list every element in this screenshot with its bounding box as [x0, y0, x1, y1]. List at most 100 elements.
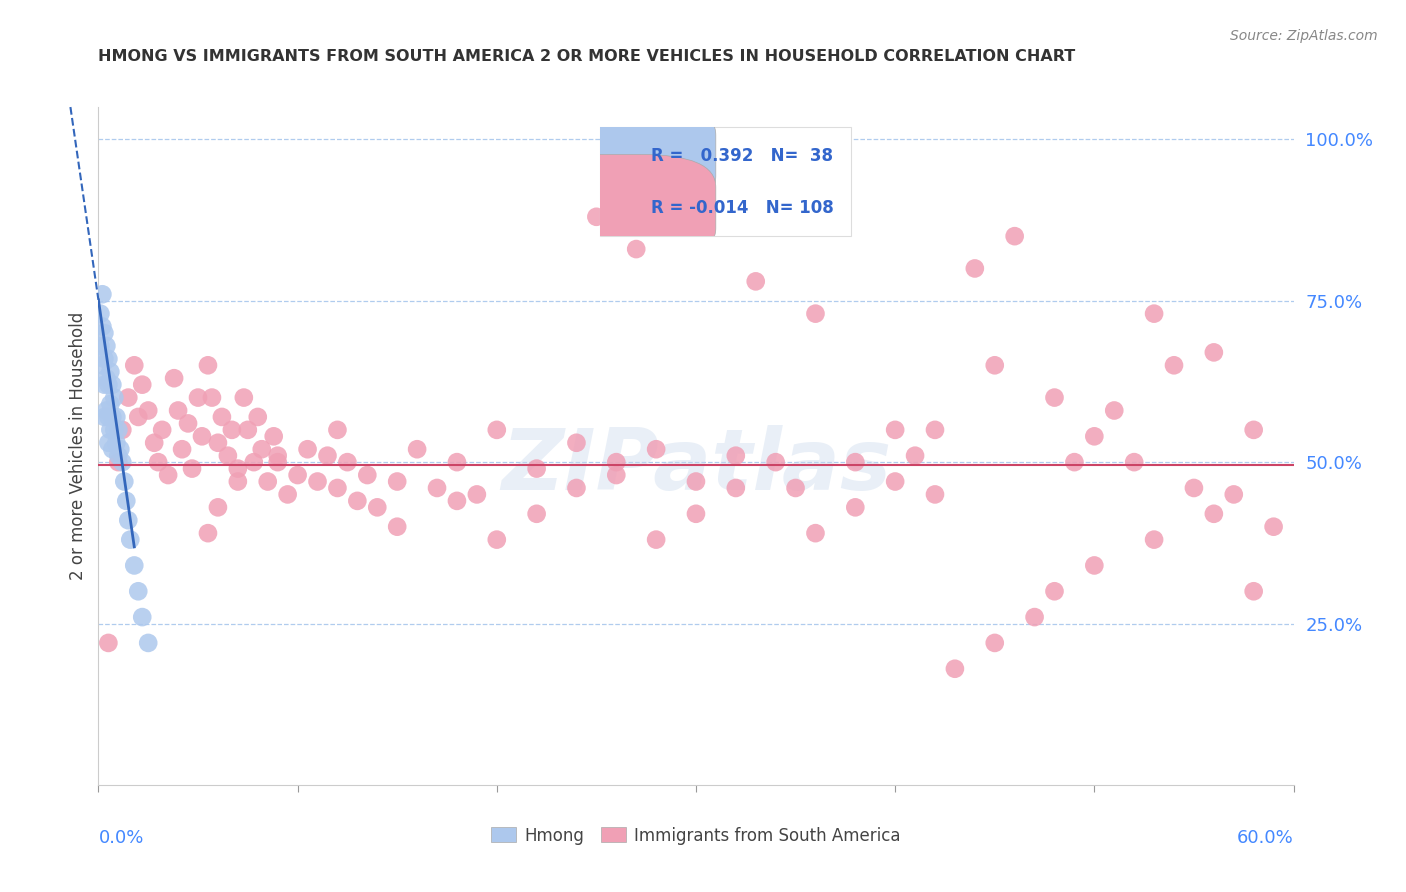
Point	[1063, 455, 1085, 469]
Point	[605, 468, 627, 483]
Point	[101, 409, 124, 424]
Point	[924, 487, 946, 501]
Point	[1202, 345, 1225, 359]
Point	[105, 409, 128, 424]
Point	[346, 494, 368, 508]
Point	[101, 377, 124, 392]
Text: 60.0%: 60.0%	[1237, 829, 1294, 847]
Point	[256, 475, 278, 489]
Point	[97, 377, 120, 392]
Text: 0.0%: 0.0%	[98, 829, 143, 847]
Point	[127, 584, 149, 599]
Legend: Hmong, Immigrants from South America: Hmong, Immigrants from South America	[485, 820, 907, 851]
Point	[98, 397, 122, 411]
Point	[93, 409, 115, 424]
Point	[221, 423, 243, 437]
Point	[124, 359, 146, 373]
Point	[267, 455, 290, 469]
Point	[101, 442, 124, 457]
Point	[236, 423, 259, 437]
Point	[163, 371, 186, 385]
Point	[150, 423, 173, 437]
Point	[115, 494, 138, 508]
Point	[724, 449, 747, 463]
Point	[984, 636, 1007, 650]
Point	[97, 636, 120, 650]
Point	[110, 442, 132, 457]
Point	[526, 461, 548, 475]
Point	[307, 475, 329, 489]
Point	[111, 423, 134, 437]
Point	[136, 636, 159, 650]
Point	[187, 391, 209, 405]
Point	[136, 403, 159, 417]
Point	[217, 449, 239, 463]
Point	[1024, 610, 1046, 624]
Point	[485, 533, 508, 547]
Point	[91, 359, 114, 373]
Point	[605, 455, 627, 469]
Point	[167, 403, 190, 417]
Point	[287, 468, 309, 483]
Point	[117, 513, 139, 527]
Point	[277, 487, 299, 501]
Point	[177, 417, 200, 431]
Point	[93, 326, 115, 340]
Point	[250, 442, 273, 457]
Point	[446, 494, 468, 508]
Point	[785, 481, 807, 495]
Point	[385, 475, 409, 489]
Point	[1143, 533, 1166, 547]
Point	[804, 526, 827, 541]
Point	[103, 391, 125, 405]
Point	[1302, 552, 1324, 566]
Point	[98, 365, 122, 379]
Point	[98, 423, 122, 437]
Point	[844, 455, 866, 469]
Point	[844, 500, 866, 515]
Point	[326, 481, 349, 495]
Point	[406, 442, 429, 457]
Point	[93, 377, 115, 392]
Point	[626, 242, 648, 256]
Point	[243, 455, 266, 469]
Point	[884, 423, 907, 437]
Point	[172, 442, 194, 457]
Point	[565, 481, 588, 495]
Point	[485, 423, 508, 437]
Point	[111, 455, 134, 469]
Point	[1163, 359, 1185, 373]
Point	[984, 359, 1007, 373]
Point	[97, 351, 120, 366]
Point	[884, 475, 907, 489]
Point	[197, 526, 219, 541]
Point	[385, 519, 409, 533]
Point	[120, 533, 142, 547]
Point	[1043, 584, 1066, 599]
Point	[904, 449, 927, 463]
Point	[263, 429, 285, 443]
Point	[117, 391, 139, 405]
Point	[207, 500, 229, 515]
Point	[645, 533, 668, 547]
Point	[197, 359, 219, 373]
Point	[446, 455, 468, 469]
Point	[93, 351, 115, 366]
Point	[157, 468, 180, 483]
Point	[96, 403, 118, 417]
Point	[326, 423, 349, 437]
Point	[297, 442, 319, 457]
Point	[1223, 487, 1246, 501]
Point	[91, 319, 114, 334]
Point	[804, 307, 827, 321]
Point	[1243, 423, 1265, 437]
Point	[943, 662, 966, 676]
Point	[565, 435, 588, 450]
Point	[685, 475, 707, 489]
Point	[232, 391, 254, 405]
Point	[1104, 403, 1126, 417]
Point	[97, 409, 120, 424]
Point	[201, 391, 224, 405]
Point	[246, 409, 269, 424]
Point	[107, 455, 129, 469]
